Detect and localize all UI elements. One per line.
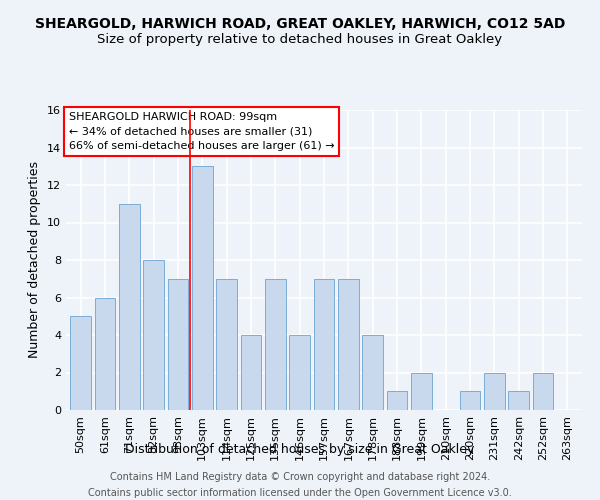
Bar xyxy=(119,204,140,410)
Text: Contains public sector information licensed under the Open Government Licence v3: Contains public sector information licen… xyxy=(88,488,512,498)
Y-axis label: Number of detached properties: Number of detached properties xyxy=(28,162,41,358)
Bar xyxy=(533,372,553,410)
Text: Contains HM Land Registry data © Crown copyright and database right 2024.: Contains HM Land Registry data © Crown c… xyxy=(110,472,490,482)
Bar xyxy=(265,279,286,410)
Bar xyxy=(216,279,237,410)
Bar xyxy=(314,279,334,410)
Bar xyxy=(362,335,383,410)
Bar xyxy=(167,279,188,410)
Bar xyxy=(411,372,432,410)
Text: Size of property relative to detached houses in Great Oakley: Size of property relative to detached ho… xyxy=(97,32,503,46)
Bar xyxy=(386,391,407,410)
Bar xyxy=(95,298,115,410)
Text: SHEARGOLD, HARWICH ROAD, GREAT OAKLEY, HARWICH, CO12 5AD: SHEARGOLD, HARWICH ROAD, GREAT OAKLEY, H… xyxy=(35,18,565,32)
Bar xyxy=(289,335,310,410)
Bar xyxy=(484,372,505,410)
Bar xyxy=(508,391,529,410)
Bar xyxy=(460,391,481,410)
Text: SHEARGOLD HARWICH ROAD: 99sqm
← 34% of detached houses are smaller (31)
66% of s: SHEARGOLD HARWICH ROAD: 99sqm ← 34% of d… xyxy=(68,112,334,151)
Bar xyxy=(338,279,359,410)
Bar xyxy=(192,166,212,410)
Bar xyxy=(143,260,164,410)
Text: Distribution of detached houses by size in Great Oakley: Distribution of detached houses by size … xyxy=(125,442,475,456)
Bar xyxy=(241,335,262,410)
Bar xyxy=(70,316,91,410)
